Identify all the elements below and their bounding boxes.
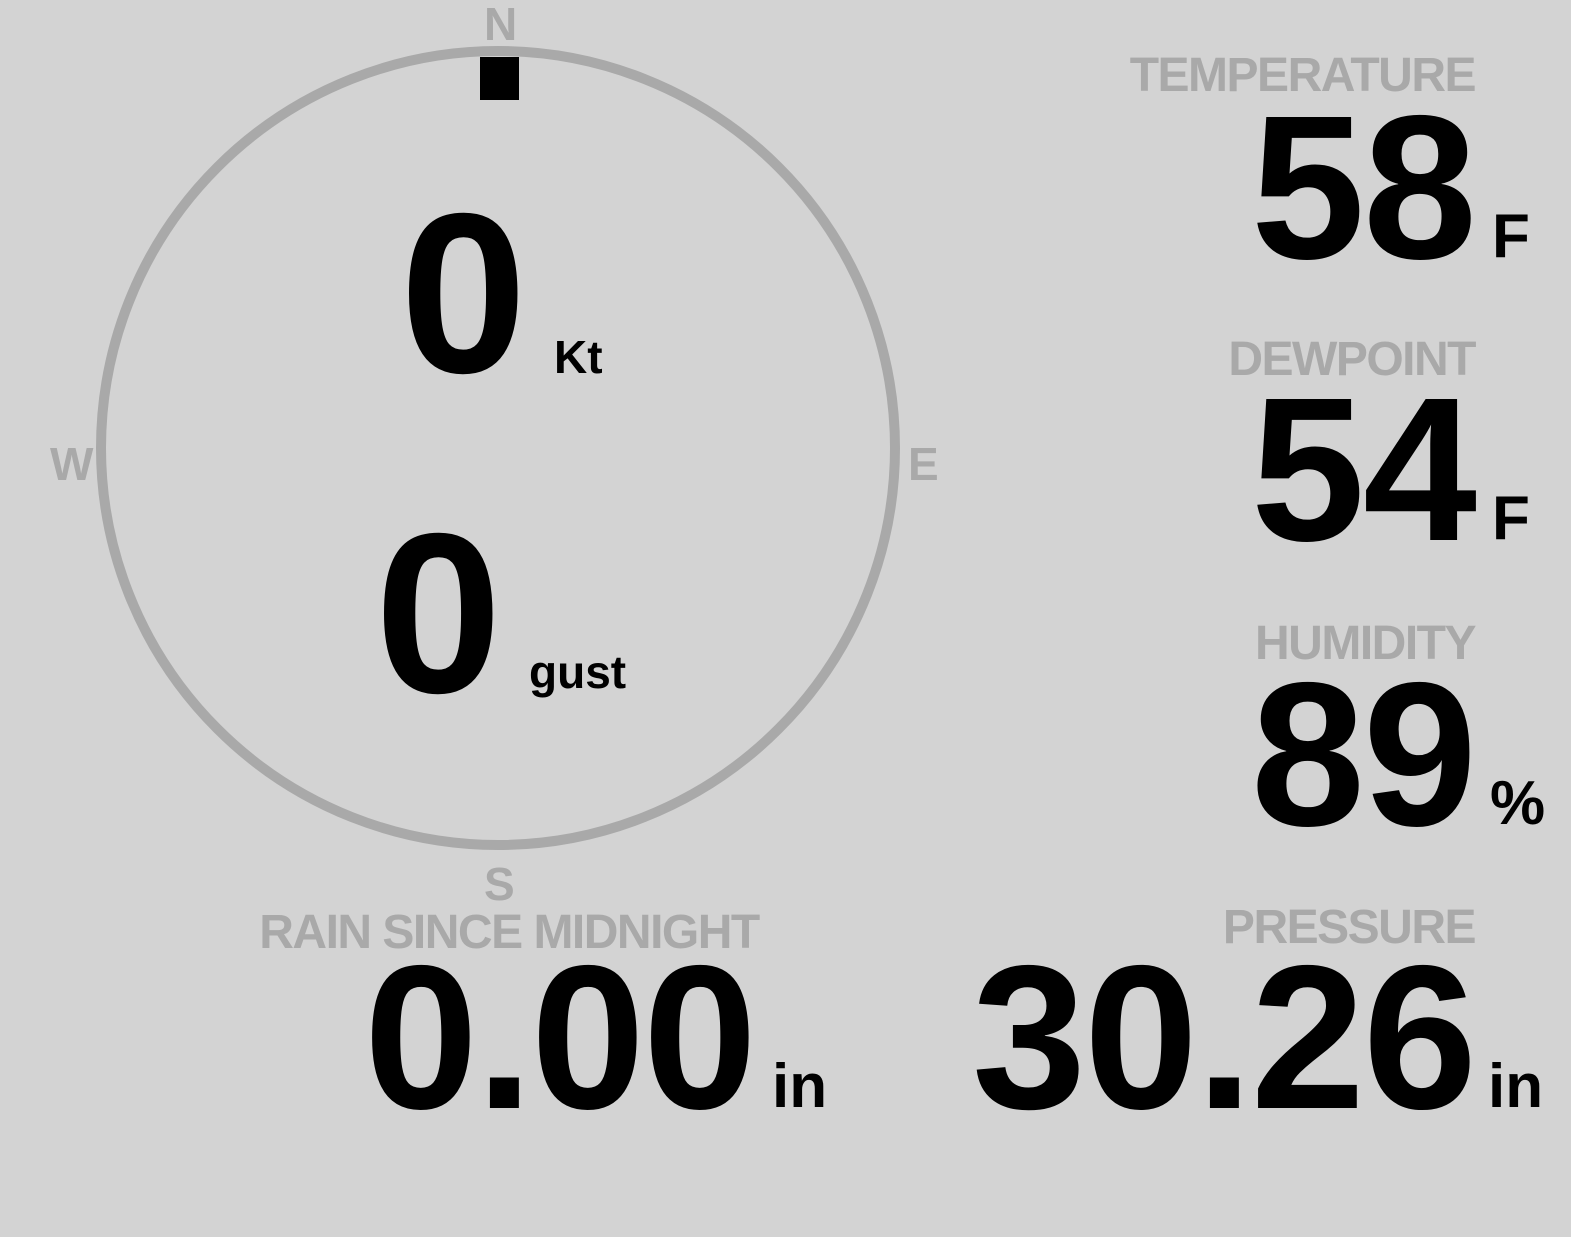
humidity-unit: % — [1490, 769, 1546, 838]
compass-west-label: W — [50, 438, 94, 490]
dewpoint-label: DEWPOINT — [1228, 333, 1476, 386]
wind-direction-indicator — [480, 57, 519, 100]
compass-north-label: N — [484, 0, 518, 50]
rain-label: RAIN SINCE MIDNIGHT — [259, 906, 760, 959]
dewpoint-unit: F — [1492, 484, 1530, 553]
wind-gust-value: 0 — [375, 487, 502, 741]
pressure-unit: in — [1488, 1052, 1544, 1121]
temperature-unit: F — [1492, 202, 1530, 271]
temperature-value: 58 — [1250, 73, 1477, 302]
compass-east-label: E — [908, 438, 939, 490]
humidity-label: HUMIDITY — [1255, 617, 1476, 670]
wind-speed-unit: Kt — [554, 331, 603, 383]
temperature-label: TEMPERATURE — [1129, 49, 1477, 102]
wind-speed-value: 0 — [400, 167, 527, 421]
pressure-value: 30.26 — [971, 923, 1477, 1152]
compass-south-label: S — [484, 858, 515, 910]
rain-unit: in — [772, 1052, 828, 1121]
dewpoint-value: 54 — [1250, 355, 1477, 584]
compass-ring — [96, 46, 900, 850]
rain-value: 0.00 — [364, 923, 757, 1152]
humidity-value: 89 — [1250, 640, 1477, 869]
wind-gust-unit: gust — [529, 646, 627, 698]
pressure-label: PRESSURE — [1222, 901, 1477, 954]
